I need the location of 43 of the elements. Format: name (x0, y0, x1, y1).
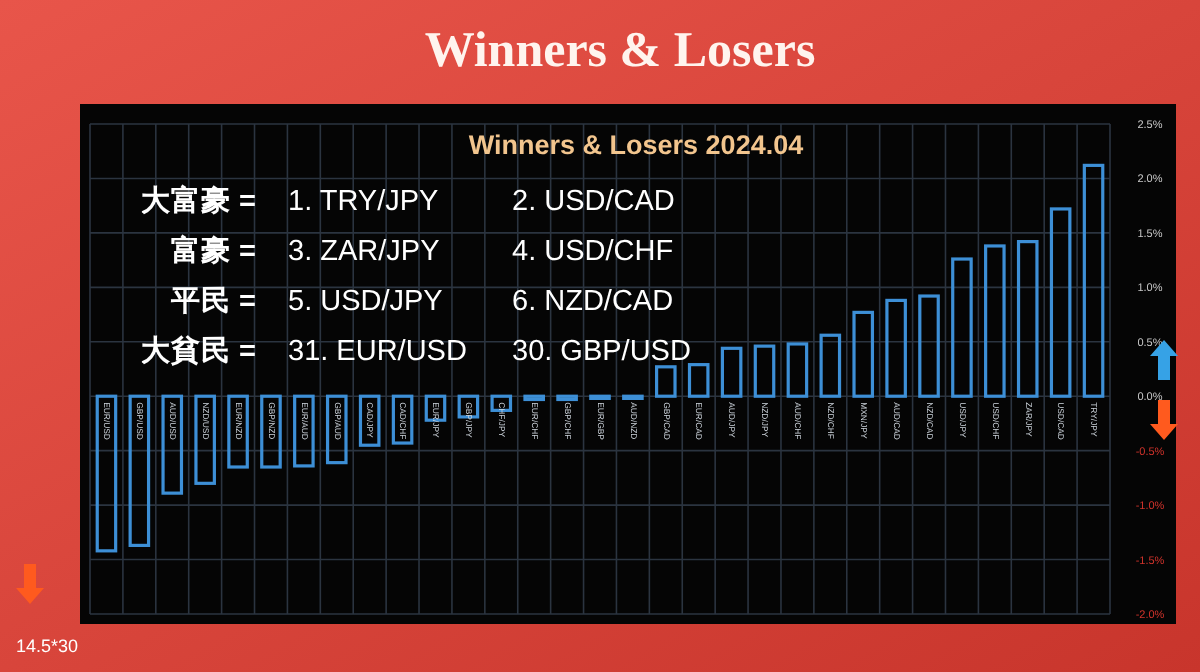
annotation: 30. GBP/USD (512, 336, 691, 368)
annotation: 4. USD/CHF (512, 236, 674, 268)
annotation: 3. ZAR/JPY (288, 236, 441, 268)
bar (984, 244, 1006, 398)
bar (260, 394, 282, 469)
bar (128, 394, 151, 547)
bar (325, 394, 348, 465)
bar (95, 394, 118, 553)
annotation: 2. USD/CAD (512, 186, 675, 218)
annotation: 平民 = (169, 286, 256, 318)
bar (1082, 163, 1105, 398)
annotation: 大富豪 = (141, 182, 256, 218)
bar (391, 394, 414, 445)
bar (720, 346, 743, 398)
bar (654, 365, 677, 398)
bar (918, 294, 940, 398)
bar (786, 342, 809, 398)
chart-subtitle: Winners & Losers 2024.04 (468, 130, 805, 160)
annotation: 富豪 = (171, 232, 256, 268)
bar (951, 257, 973, 398)
annotation: 5. USD/JPY (288, 286, 444, 318)
text: 14.5*30 (16, 636, 79, 656)
annotation: 1. TRY/JPY (288, 186, 440, 218)
bar (1049, 207, 1072, 398)
bar (852, 310, 875, 398)
annotation: 大貧民 = (141, 334, 256, 368)
bar (687, 363, 710, 398)
bar (293, 394, 315, 468)
bar (194, 394, 216, 485)
bar (227, 394, 249, 469)
bar (556, 394, 578, 402)
bar (819, 333, 842, 398)
bar (753, 344, 776, 398)
annotation: 31. EUR/USD (288, 336, 467, 368)
chart-title: Winners & Losers (424, 24, 816, 78)
bar (161, 394, 184, 495)
bar (589, 394, 611, 400)
bar (358, 394, 381, 447)
bar (523, 394, 546, 402)
annotation: 6. NZD/CAD (512, 286, 674, 318)
bar (622, 394, 644, 400)
bar (885, 298, 907, 398)
bar (1016, 240, 1039, 398)
